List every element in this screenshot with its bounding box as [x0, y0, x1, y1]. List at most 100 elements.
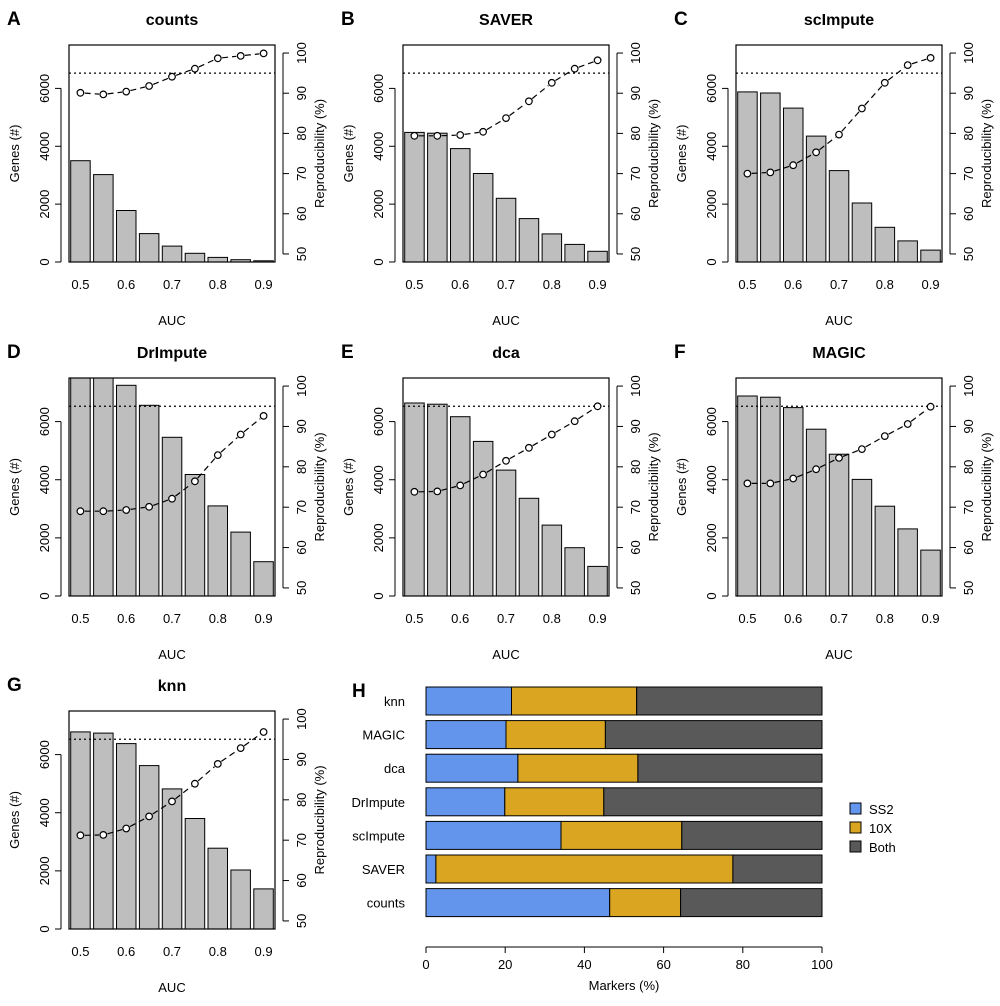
repro-line-segment — [198, 458, 215, 478]
stacked-bar-saver-ss2 — [426, 855, 436, 883]
panel-title: dca — [492, 345, 520, 362]
x-tick-label: 0.5 — [71, 277, 89, 292]
bar-auc-0.75 — [519, 219, 539, 262]
repro-point-auc-0.55 — [434, 488, 441, 495]
repro-point-auc-0.5 — [77, 508, 84, 515]
y-tick-label: 4000 — [37, 798, 52, 827]
bar-auc-0.75 — [185, 819, 205, 930]
y2-tick-label: 50 — [628, 581, 643, 595]
bar-auc-0.7 — [162, 789, 182, 929]
repro-line-segment — [130, 87, 145, 91]
x-tick-label: 0.9 — [255, 944, 273, 959]
x-tick-label: 0.5 — [405, 611, 423, 626]
repro-point-auc-0.55 — [100, 832, 107, 839]
repro-point-auc-0.9 — [260, 413, 267, 420]
y-tick-label: 4000 — [371, 132, 386, 161]
repro-line-segment — [510, 450, 525, 459]
stacked-bar-dca-both — [638, 754, 822, 782]
panel-letter: E — [341, 342, 354, 363]
legend-swatch-ss2 — [850, 803, 861, 814]
repro-point-auc-0.75 — [192, 65, 199, 72]
repro-line-segment — [85, 93, 99, 94]
bar-auc-0.9 — [254, 562, 273, 596]
x-tick-label: 20 — [498, 957, 512, 972]
x-tick-label: 0.5 — [71, 611, 89, 626]
x-tick-label: 0.9 — [255, 611, 273, 626]
repro-point-auc-0.5 — [744, 170, 751, 177]
stacked-bar-counts-ss2 — [426, 889, 610, 917]
y2-axis-label: Reproducibility (%) — [646, 432, 661, 541]
panel-letter: B — [341, 9, 355, 30]
x-tick-label: 0.5 — [405, 277, 423, 292]
panel-title: counts — [146, 12, 199, 29]
y2-tick-label: 60 — [628, 207, 643, 221]
x-axis-label: AUC — [825, 313, 852, 328]
legend-swatch-10x — [850, 822, 861, 833]
y-tick-label: 6000 — [371, 74, 386, 103]
bar-auc-0.6 — [451, 417, 471, 596]
x-axis-label: AUC — [492, 647, 519, 662]
bar-auc-0.5 — [71, 161, 91, 262]
repro-point-auc-0.8 — [549, 431, 556, 438]
repro-point-auc-0.65 — [146, 83, 153, 90]
x-tick-label: 0.6 — [784, 611, 802, 626]
x-tick-label: 0.5 — [738, 277, 756, 292]
y2-tick-label: 50 — [294, 247, 309, 261]
x-axis-label: AUC — [825, 647, 852, 662]
repro-point-auc-0.65 — [480, 471, 487, 478]
x-tick-label: 0.8 — [209, 277, 227, 292]
repro-line-segment — [244, 735, 260, 746]
y-tick-label: 4000 — [37, 465, 52, 494]
repro-point-auc-0.7 — [836, 131, 843, 138]
y-axis-label: Genes (#) — [7, 125, 22, 183]
bar-auc-0.6 — [117, 211, 137, 263]
y-axis-label: Genes (#) — [674, 458, 689, 516]
y2-tick-label: 100 — [961, 42, 976, 64]
panel-letter: H — [352, 681, 366, 702]
bar-auc-0.7 — [496, 470, 516, 596]
stacked-bar-drimpute-10x — [505, 788, 604, 816]
y-tick-label: 0 — [704, 258, 719, 265]
bar-auc-0.75 — [185, 475, 205, 597]
x-tick-label: 0.8 — [209, 944, 227, 959]
bar-auc-0.55 — [761, 397, 781, 596]
repro-point-auc-0.5 — [77, 90, 84, 97]
y2-tick-label: 50 — [628, 247, 643, 261]
repro-point-auc-0.65 — [813, 466, 820, 473]
repro-line-segment — [889, 426, 904, 434]
y2-axis-label: Reproducibility (%) — [646, 99, 661, 208]
stacked-bar-magic-ss2 — [426, 721, 506, 749]
y2-axis-label: Reproducibility (%) — [312, 765, 327, 874]
x-tick-label: 80 — [736, 957, 750, 972]
y2-tick-label: 90 — [628, 419, 643, 433]
repro-point-auc-0.9 — [260, 50, 267, 57]
y2-tick-label: 70 — [628, 166, 643, 180]
repro-point-auc-0.85 — [237, 53, 244, 60]
y2-tick-label: 80 — [628, 460, 643, 474]
stacked-bar-saver-10x — [436, 855, 733, 883]
bar-group — [405, 403, 608, 596]
repro-point-auc-0.75 — [859, 105, 866, 112]
repro-point-auc-0.55 — [100, 508, 107, 515]
y-tick-label: 0 — [37, 258, 52, 265]
x-tick-label: 0.8 — [209, 611, 227, 626]
y2-tick-label: 80 — [294, 126, 309, 140]
y2-tick-label: 60 — [294, 540, 309, 554]
y2-tick-label: 100 — [294, 42, 309, 64]
x-tick-label: 100 — [811, 957, 833, 972]
bar-auc-0.7 — [162, 246, 182, 262]
stacked-bar-scimpute-both — [682, 821, 822, 849]
repro-point-auc-0.55 — [767, 480, 774, 487]
y2-tick-label: 100 — [628, 375, 643, 397]
y-tick-label: 2000 — [704, 190, 719, 219]
stacked-bar-dca-10x — [518, 754, 638, 782]
stacked-bar-knn-ss2 — [426, 687, 512, 715]
repro-point-auc-0.85 — [904, 421, 911, 428]
category-label: SAVER — [362, 862, 405, 877]
repro-point-auc-0.85 — [904, 62, 911, 69]
bar-auc-0.65 — [139, 766, 159, 929]
y-axis-label: Genes (#) — [674, 125, 689, 183]
x-tick-label: 0.8 — [543, 611, 561, 626]
